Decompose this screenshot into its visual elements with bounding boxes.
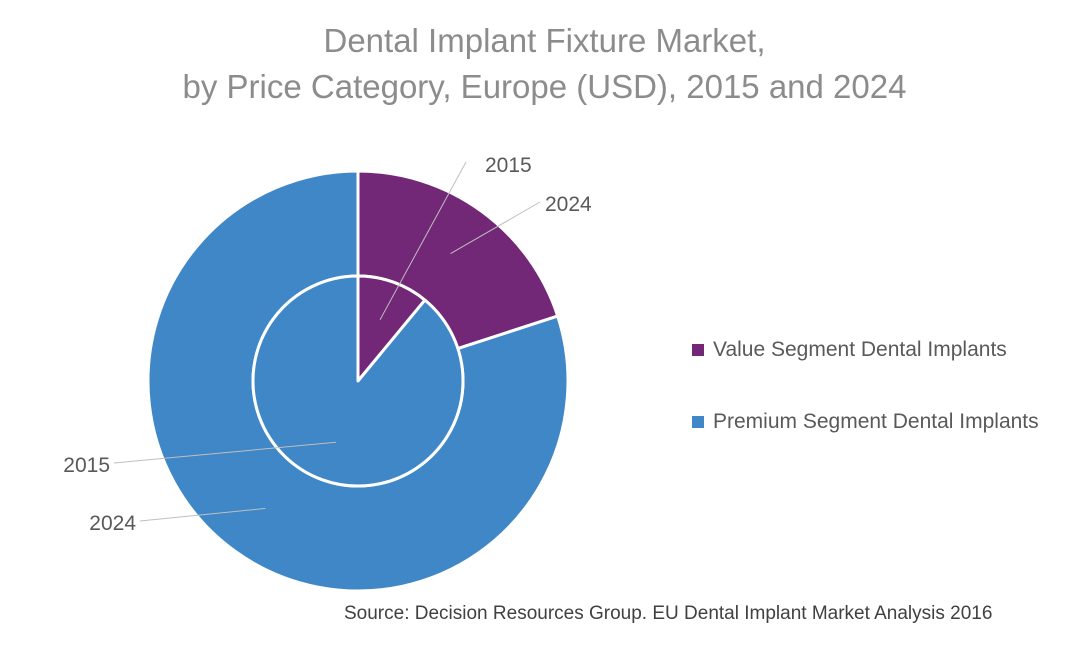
- chart-title-line-2: by Price Category, Europe (USD), 2015 an…: [182, 68, 907, 105]
- ring-label-2024-premium: 2024: [89, 512, 136, 535]
- ring-label-2015-premium: 2015: [63, 454, 110, 477]
- leader-line-2015-premium: [113, 441, 336, 464]
- legend-item-premium: Premium Segment Dental Implants: [692, 406, 1039, 438]
- legend: Value Segment Dental Implants Premium Se…: [692, 334, 1039, 478]
- leader-line-2024-value: [450, 201, 541, 255]
- legend-swatch-premium: [692, 416, 704, 428]
- legend-label-premium: Premium Segment Dental Implants: [713, 410, 1039, 433]
- legend-swatch-value: [692, 344, 704, 356]
- legend-label-value: Value Segment Dental Implants: [713, 338, 1007, 361]
- chart-title-line-1: Dental Implant Fixture Market,: [323, 22, 766, 59]
- leader-line-2024-premium: [139, 507, 266, 522]
- legend-item-value: Value Segment Dental Implants: [692, 334, 1039, 366]
- ring-label-2024-value: 2024: [545, 193, 592, 216]
- chart-title: Dental Implant Fixture Market, by Price …: [0, 18, 1089, 110]
- source-note: Source: Decision Resources Group. EU Den…: [344, 603, 993, 624]
- slice-2015-premium: [251, 274, 465, 488]
- leader-line-2015-value: [379, 161, 467, 320]
- ring-label-2015-value: 2015: [485, 154, 532, 177]
